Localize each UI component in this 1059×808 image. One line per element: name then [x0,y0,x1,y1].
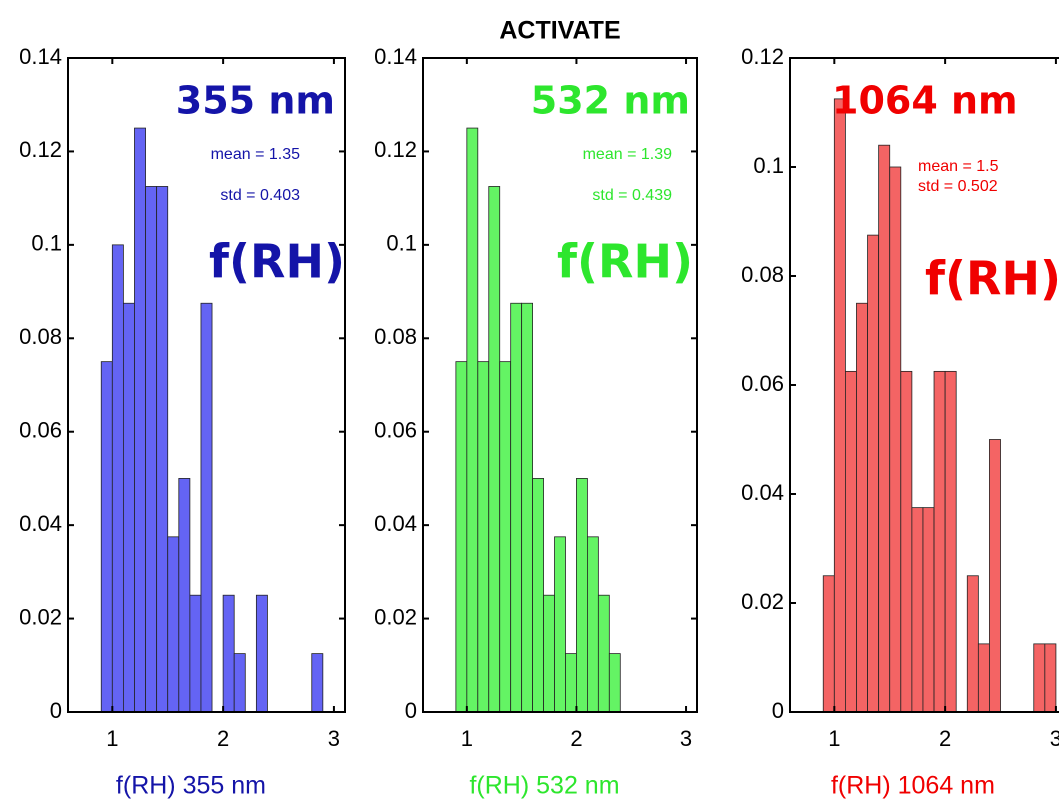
bar [134,127,146,713]
bar [922,507,935,713]
frh-annotation: f(RH) [557,235,693,289]
y-tick-label: 0.14 [19,44,62,69]
bar [944,370,957,713]
bar [510,302,523,713]
figure-title: ACTIVATE [499,17,620,45]
y-tick-label: 0.02 [374,604,417,629]
wavelength-label: 532 nm [531,79,690,123]
y-tick-label: 0.06 [19,418,62,443]
frh-annotation: f(RH) [925,252,1059,306]
bar [856,302,868,713]
x-tick-label: 1 [828,726,840,751]
y-tick-label: 0.06 [741,371,784,396]
bar [833,98,846,713]
bar [867,234,880,713]
bar [477,361,490,713]
bar [488,186,501,713]
bar [597,594,610,713]
x-tick-label: 3 [328,726,340,751]
frh-annotation: f(RH) [209,235,345,289]
y-tick-label: 0.08 [741,262,784,287]
bar [989,439,1001,713]
axes-box [422,57,698,713]
bar [499,361,512,713]
bar [977,643,990,713]
y-tick-label: 0.02 [741,589,784,614]
y-tick-label: 0 [50,698,62,723]
bar [178,478,191,713]
std-label: std = 0.439 [592,187,672,204]
bar [608,653,621,713]
bar [966,575,979,713]
y-tick-label: 0.08 [374,324,417,349]
bar [1033,643,1046,713]
bar [911,507,924,713]
x-tick-label: 2 [939,726,951,751]
y-tick-label: 0.12 [374,137,417,162]
bar [167,536,180,713]
x-tick-label: 1 [461,726,473,751]
mean-label: mean = 1.39 [583,146,673,163]
bar [111,244,124,713]
x-axis-label: f(RH) 355 nm [116,772,266,800]
bar [466,127,479,713]
bar [845,370,857,713]
x-tick-label: 3 [680,726,692,751]
x-axis-label: f(RH) 1064 nm [831,772,995,800]
y-tick-label: 0.06 [374,418,417,443]
bar [587,536,599,713]
bar [554,536,566,713]
x-tick-label: 1 [106,726,118,751]
y-tick-label: 0.12 [19,137,62,162]
bar [565,653,577,713]
mean-label: mean = 1.5 [918,158,999,175]
bar [123,302,135,713]
bar [200,302,213,713]
y-tick-label: 0.04 [741,480,784,505]
y-tick-label: 0.1 [31,231,62,256]
bar [889,166,902,713]
x-tick-label: 2 [217,726,229,751]
x-axis-label: f(RH) 532 nm [469,772,619,800]
bar [1044,643,1057,713]
bar [145,186,158,713]
bar [455,361,468,713]
y-tick-label: 0 [772,698,784,723]
bar [189,594,202,713]
bar [822,575,835,713]
bar [521,302,534,713]
y-tick-label: 0.14 [374,44,417,69]
y-tick-label: 0.1 [753,153,784,178]
std-label: std = 0.502 [918,178,998,195]
bar [100,361,113,713]
mean-label: mean = 1.35 [211,146,301,163]
bar [222,594,235,713]
bar [311,653,324,713]
axes-box [67,57,346,713]
bar [933,370,946,713]
x-tick-label: 3 [1050,726,1059,751]
y-tick-label: 0.08 [19,324,62,349]
y-tick-label: 0.12 [741,44,784,69]
bar [878,144,891,713]
bar [233,653,246,713]
bar [255,594,268,713]
y-tick-label: 0.04 [374,511,417,536]
y-tick-label: 0.1 [386,231,417,256]
x-tick-label: 2 [570,726,582,751]
y-tick-label: 0 [405,698,417,723]
bar [900,370,913,713]
wavelength-label: 355 nm [176,79,335,123]
std-label: std = 0.403 [220,187,300,204]
bar [532,478,544,713]
y-tick-label: 0.02 [19,604,62,629]
wavelength-label: 1064 nm [832,79,1018,123]
bar [543,594,555,713]
bar [576,478,588,713]
bar [156,186,169,713]
y-tick-label: 0.04 [19,511,62,536]
